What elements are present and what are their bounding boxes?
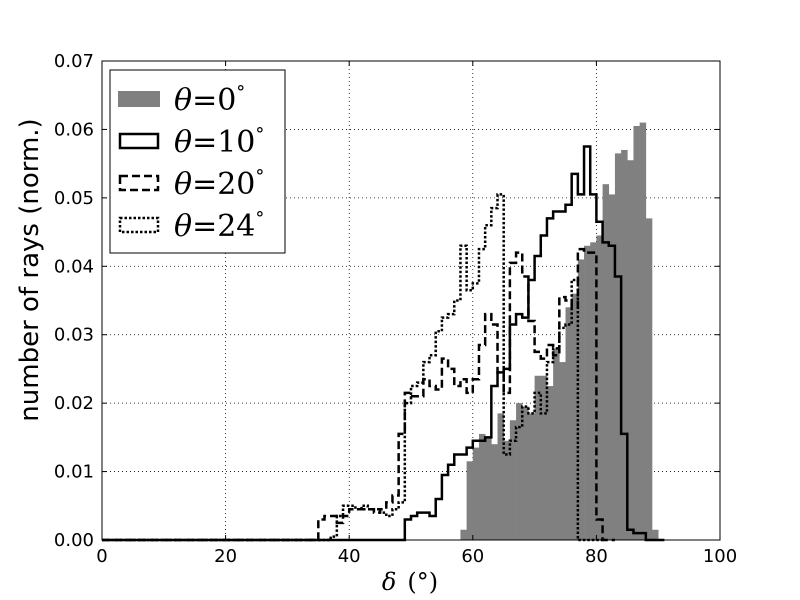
histogram-bar <box>546 386 554 540</box>
histogram-bar <box>652 529 659 540</box>
legend-value: =20 <box>192 167 255 202</box>
histogram-bar <box>639 122 647 540</box>
histogram-bar <box>559 362 566 540</box>
legend-swatch <box>118 216 160 234</box>
histogram-bar <box>553 348 560 540</box>
x-tick-label: 100 <box>703 546 737 567</box>
legend-entry: θ=20° <box>118 166 264 202</box>
x-tick-label: 40 <box>338 546 361 567</box>
histogram-bar <box>584 245 591 540</box>
y-tick-label: 0.02 <box>54 393 94 414</box>
histogram-bar <box>485 437 492 540</box>
histogram-bar <box>565 307 572 540</box>
y-tick-label: 0.01 <box>54 462 94 483</box>
histogram-bar <box>503 440 511 540</box>
y-tick-label: 0.03 <box>54 325 94 346</box>
legend-entry: θ=0° <box>118 82 245 118</box>
legend-label: θ=10° <box>174 124 264 160</box>
histogram-bar <box>478 433 486 540</box>
histogram-bar <box>509 420 517 540</box>
legend-unit: ° <box>255 208 264 229</box>
x-tick-label: 60 <box>461 546 484 567</box>
y-tick-label: 0.00 <box>54 530 94 551</box>
histogram-bar <box>497 413 504 540</box>
legend-label: θ=0° <box>174 82 245 118</box>
histogram-bar <box>540 375 548 540</box>
histogram-bar <box>491 444 498 540</box>
x-tick-label: 80 <box>585 546 608 567</box>
histogram-bar <box>466 461 474 540</box>
histogram-bar <box>590 242 597 541</box>
histogram-bar <box>528 413 535 540</box>
legend-symbol: θ <box>174 83 192 118</box>
series-line-dotted <box>102 193 603 542</box>
histogram-bar <box>472 447 480 540</box>
x-axis-title: δ (°) <box>382 568 438 596</box>
series-layer <box>102 122 665 542</box>
legend-value: =10 <box>192 125 255 160</box>
x-axis-unit: (°) <box>407 568 438 596</box>
y-tick-label: 0.04 <box>54 256 94 277</box>
x-axis-symbol: δ <box>382 568 396 596</box>
histogram-bar <box>645 218 653 540</box>
legend-value: =24 <box>192 209 255 244</box>
legend-swatch <box>118 91 160 107</box>
legend: θ=0°θ=10°θ=20°θ=24° <box>109 69 286 254</box>
legend-entry: θ=24° <box>118 208 264 244</box>
legend-label: θ=24° <box>174 208 264 244</box>
y-tick-label: 0.06 <box>54 119 94 140</box>
histogram-bar <box>571 293 579 540</box>
legend-swatch <box>118 174 160 192</box>
histogram-bar <box>614 153 622 540</box>
legend-symbol: θ <box>174 167 192 202</box>
plot-frame <box>101 60 721 541</box>
legend-unit: ° <box>255 124 264 145</box>
legend-label: θ=20° <box>174 166 264 202</box>
x-tick-label: 20 <box>214 546 237 567</box>
histogram-bar <box>608 194 616 540</box>
legend-entry: θ=10° <box>118 124 264 160</box>
y-axis-title: number of rays (norm.) <box>15 118 45 421</box>
legend-unit: ° <box>255 166 264 187</box>
legend-symbol: θ <box>174 209 192 244</box>
histogram-bar <box>516 403 523 540</box>
histogram-bar <box>522 406 529 540</box>
axis-ticks: 0 20 40 60 80 100 0.00 0.01 0.02 0.03 0.04 0.05 0.06… <box>54 51 737 567</box>
series-theta-0 <box>460 122 659 541</box>
legend-symbol: θ <box>174 125 192 160</box>
histogram-bar <box>596 235 603 540</box>
y-tick-label: 0.07 <box>54 51 94 72</box>
histogram-bar <box>534 375 542 540</box>
histogram-bar <box>577 259 585 540</box>
histogram-bar <box>627 160 634 540</box>
histogram-bar <box>602 184 610 540</box>
histogram-bar <box>460 529 467 540</box>
legend-value: =0 <box>192 83 236 118</box>
y-tick-label: 0.05 <box>54 188 94 209</box>
histogram-bar <box>621 149 628 540</box>
histogram-bar <box>633 126 640 540</box>
legend-unit: ° <box>236 82 245 103</box>
legend-swatch <box>118 132 160 150</box>
x-tick-label: 0 <box>96 546 107 567</box>
